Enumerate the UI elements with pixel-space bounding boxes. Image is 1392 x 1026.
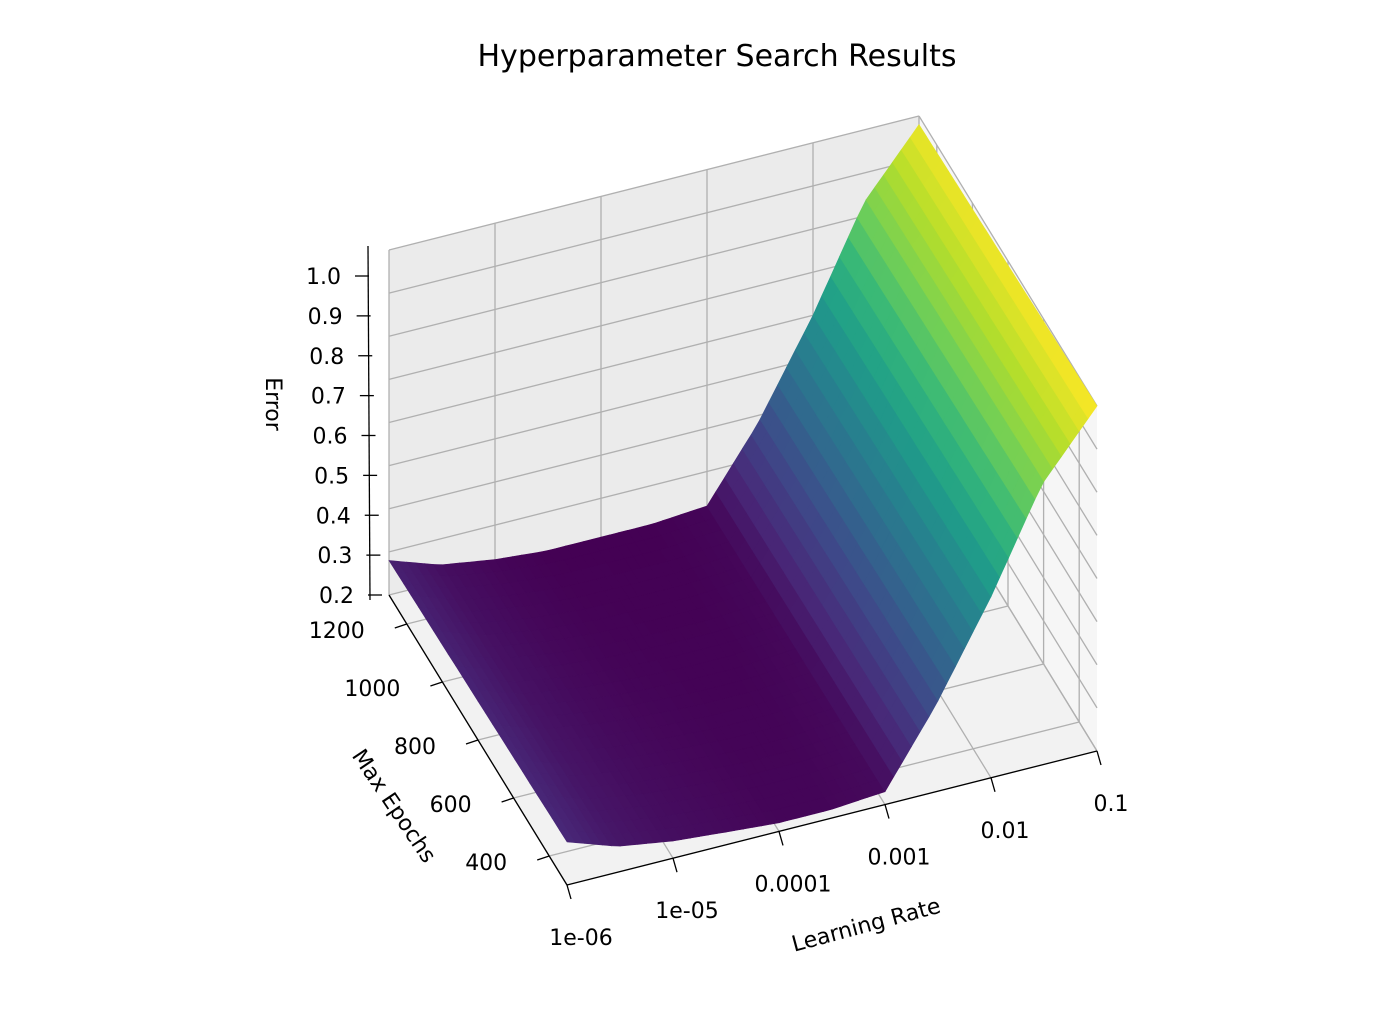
grid-line-z [388,115,920,251]
z-tick-label: 0.3 [317,544,352,569]
x-tick-mark [884,804,890,819]
tick-labels: 1e-06 1e-05 0.0001 0.001 0.01 0.1 400 600 800 100… [306,265,1129,951]
z-tick-label: 0.4 [316,504,351,529]
y-tick-mark [465,739,479,745]
x-tick-label: 1e-05 [655,899,718,924]
z-tick-label: 0.8 [309,345,344,370]
x-tick-label: 1e-06 [549,926,612,951]
x-tick-label: 0.1 [1094,792,1129,817]
z-tick-label: 0.5 [314,464,349,489]
z-axis-label: Error [260,377,285,432]
z-tick-label: 0.6 [313,425,348,450]
chart-title: Hyperparameter Search Results [478,39,957,74]
surface-cell [1080,393,1098,420]
y-tick-label: 1000 [344,677,400,702]
x-tick-label: 0.01 [981,819,1030,844]
z-tick-label: 0.7 [311,385,346,410]
z-tick-label: 0.2 [319,584,354,609]
x-tick-mark [672,858,678,873]
grid-line-z [388,201,920,337]
x-tick-mark [778,831,784,846]
grid-line-z [918,115,1098,407]
x-tick-mark [566,884,572,900]
x-axis-line [566,750,1098,886]
y-tick-label: 800 [394,735,436,760]
y-tick-label: 400 [465,851,507,876]
x-axis-label: Learning Rate [789,894,943,958]
y-tick-mark [394,623,408,629]
x-tick-mark [990,777,996,792]
y-tick-label: 600 [430,793,472,818]
grid-line-z [388,158,920,294]
grid-line-z [388,244,920,381]
y-tick-mark [536,855,550,861]
y-tick-mark [501,797,514,803]
error-surface [388,124,1098,847]
y-tick-mark [430,681,443,687]
x-tick-label: 0.001 [868,846,931,871]
z-axis-line [367,245,371,601]
x-tick-label: 0.0001 [755,872,832,897]
y-axis-label: Max Epochs [346,745,440,868]
x-tick-mark [1096,750,1102,766]
z-tick-label: 1.0 [306,265,341,290]
z-tick-label: 0.9 [308,305,343,330]
y-tick-label: 1200 [309,619,365,644]
